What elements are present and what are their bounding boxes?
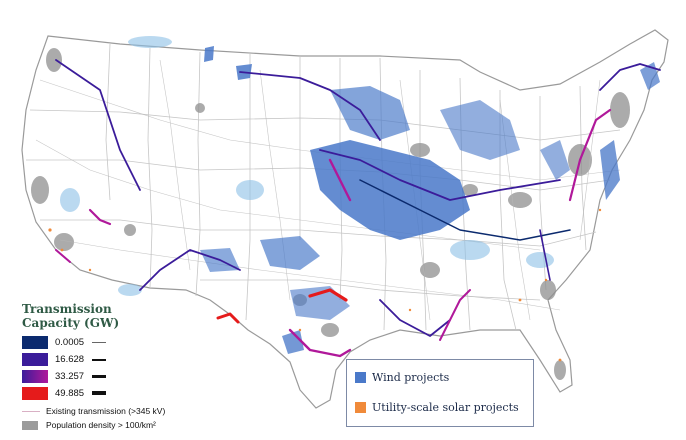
capacity-value: 49.885 — [55, 388, 85, 399]
population-density-label: Population density > 100/km² — [46, 420, 156, 430]
solar-projects-label: Utility-scale solar projects — [372, 401, 519, 414]
existing-transmission-label: Existing transmission (>345 kV) — [46, 406, 166, 416]
capacity-swatch — [22, 387, 48, 400]
state-borders — [26, 43, 621, 331]
capacity-swatch — [22, 353, 48, 366]
capacity-line-medium — [92, 359, 106, 361]
legend-title-line2: Capacity (GW) — [22, 316, 120, 330]
capacity-row: 0.0005 — [22, 336, 212, 350]
wind-projects-label: Wind projects — [372, 371, 450, 384]
capacity-line-thick — [92, 375, 106, 378]
light-wind-areas — [60, 36, 554, 296]
capacity-row: 16.628 — [22, 353, 212, 367]
us-outline — [21, 29, 669, 409]
population-density-legend: Population density > 100/km² — [22, 420, 222, 432]
solar-projects-legend-item: Utility-scale solar projects — [355, 400, 530, 416]
capacity-swatch — [22, 370, 48, 383]
capacity-line-thickest — [92, 391, 106, 395]
transmission-capacity-legend: Transmission Capacity (GW) 0.0005 16.628… — [22, 302, 222, 430]
existing-transmission-legend: Existing transmission (>345 kV) — [22, 406, 222, 418]
legend-title-line1: Transmission — [22, 302, 112, 316]
solar-project-dots — [48, 208, 602, 362]
projects-legend: Wind projects Utility-scale solar projec… — [346, 359, 534, 427]
capacity-line-thin — [92, 342, 106, 343]
solar-projects-swatch — [355, 402, 366, 413]
capacity-swatch — [22, 336, 48, 349]
population-density-swatch — [22, 421, 38, 430]
wind-projects-swatch — [355, 372, 366, 383]
capacity-value: 0.0005 — [55, 337, 85, 348]
existing-transmission-swatch — [22, 411, 40, 412]
wind-project-clusters — [200, 46, 660, 354]
capacity-row: 33.257 — [22, 370, 212, 384]
capacity-value: 33.257 — [55, 371, 85, 382]
transmission-capacity-lines — [55, 59, 661, 358]
capacity-row: 49.885 — [22, 387, 212, 401]
capacity-value: 16.628 — [55, 354, 85, 365]
wind-projects-legend-item: Wind projects — [355, 370, 530, 386]
